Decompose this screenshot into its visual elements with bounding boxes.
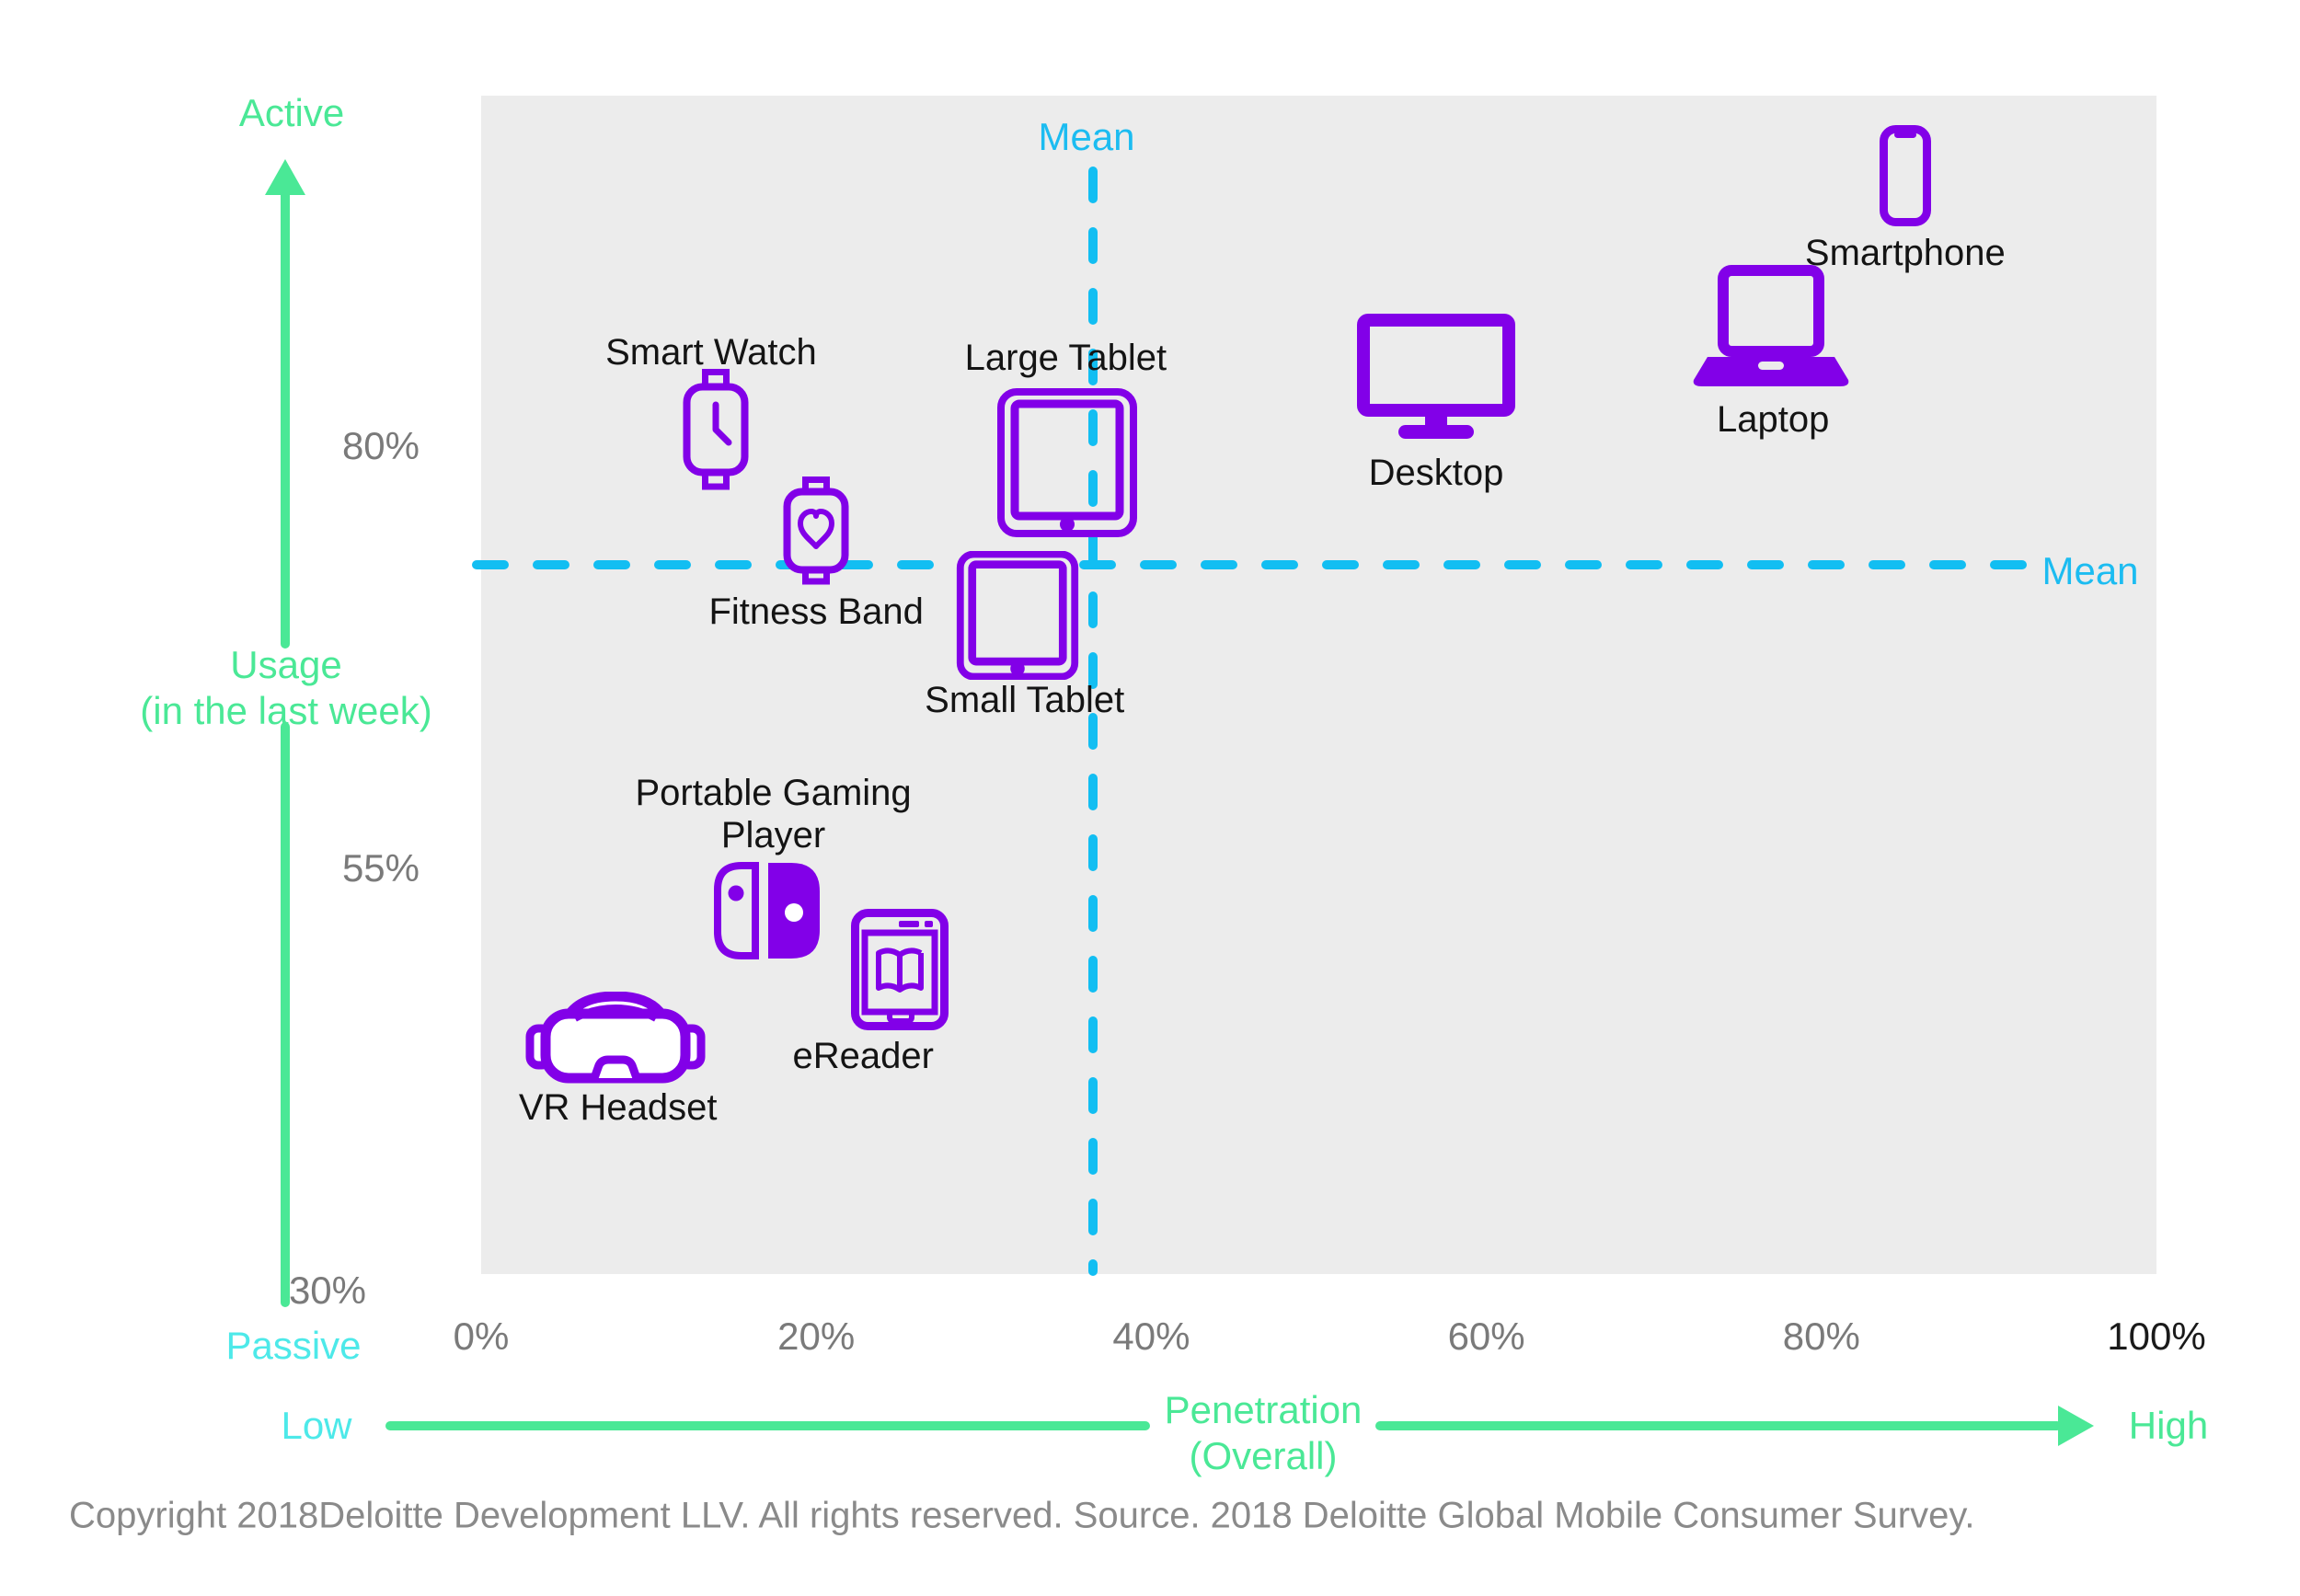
device-label-large-tablet: Large Tablet (964, 338, 1167, 379)
x-tick-40: 40% (1112, 1315, 1190, 1358)
x-axis-low-label: Low (281, 1404, 352, 1447)
y-tick-80: 80% (341, 424, 420, 467)
y-axis-arrowhead (265, 159, 305, 195)
x-axis-title-line2: (Overall) (1189, 1434, 1338, 1477)
device-label-laptop: Laptop (1716, 399, 1830, 441)
x-tick-100: 100% (2107, 1315, 2206, 1358)
y-axis-title-line1: Usage (230, 643, 342, 686)
smartphone-icon (1879, 125, 1931, 227)
mean-horizontal-label: Mean (2041, 549, 2139, 592)
large-tablet-icon (997, 388, 1138, 538)
x-axis-title: Penetration (Overall) (1165, 1387, 1363, 1479)
vr-headset-icon (525, 991, 706, 1084)
portable-gaming-player-icon (713, 861, 820, 959)
x-tick-80: 80% (1782, 1315, 1860, 1358)
laptop-icon (1693, 265, 1849, 387)
y-axis-title: Usage (in the last week) (140, 642, 431, 734)
y-axis-top-label: Active (238, 91, 345, 134)
small-tablet-icon (956, 550, 1078, 680)
smart-watch-icon (683, 368, 749, 490)
device-label-gaming: Portable Gaming Player (635, 772, 911, 856)
device-label-smart-watch: Smart Watch (605, 331, 817, 373)
device-label-vr-headset: VR Headset (518, 1086, 718, 1128)
device-label-fitness-band: Fitness Band (708, 591, 924, 632)
y-axis-title-line2: (in the last week) (140, 689, 432, 732)
mean-vertical-label: Mean (1038, 115, 1135, 158)
x-axis-title-line1: Penetration (1164, 1388, 1363, 1431)
device-label-desktop: Desktop (1368, 452, 1504, 493)
device-label-smartphone: Smartphone (1804, 233, 2006, 274)
x-tick-20: 20% (777, 1315, 856, 1358)
x-axis-high-label: High (2128, 1404, 2209, 1447)
y-tick-55: 55% (341, 846, 420, 890)
copyright-text: Copyright 2018Deloitte Development LLV. … (69, 1495, 1975, 1536)
x-axis-arrowhead (2058, 1406, 2094, 1446)
y-axis-bottom-label: Passive (225, 1324, 362, 1367)
x-tick-0: 0% (453, 1315, 510, 1358)
x-tick-60: 60% (1447, 1315, 1525, 1358)
device-label-small-tablet: Small Tablet (925, 679, 1125, 720)
ereader-icon (851, 909, 949, 1031)
device-label-ereader: eReader (792, 1036, 934, 1077)
y-tick-30: 30% (288, 1269, 366, 1312)
device-label-gaming-line1: Portable Gaming (635, 772, 912, 813)
fitness-band-icon (783, 476, 849, 585)
desktop-icon (1356, 313, 1515, 439)
plot-area (481, 96, 2156, 1274)
device-label-gaming-line2: Player (720, 814, 826, 855)
